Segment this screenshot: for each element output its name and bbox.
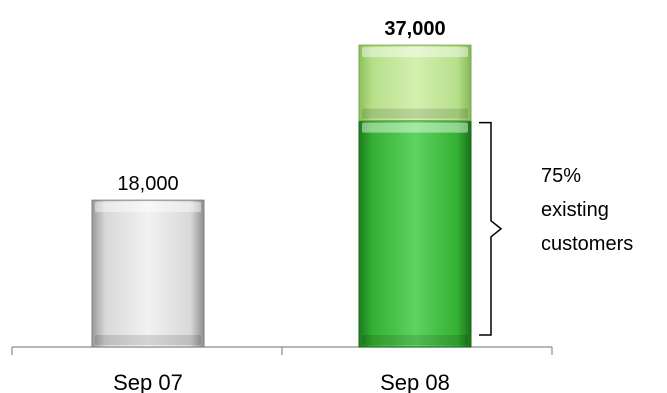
x-tick-label-sep-07: Sep 07 (113, 370, 183, 393)
bar-bevel-shade (362, 335, 468, 345)
x-tick-label-sep-08: Sep 08 (380, 370, 450, 393)
bar-sep-08-existing (358, 120, 472, 348)
bar-bevel-highlight (95, 202, 201, 213)
bar-bevel-shade (362, 108, 468, 119)
bar-sep-08-new (358, 44, 472, 122)
bar-segment (358, 120, 472, 348)
bar-segment (358, 44, 472, 122)
data-label-sep-08: 37,000 (384, 18, 445, 40)
bar-bevel-shade (95, 335, 201, 345)
bar-bevel-highlight (362, 47, 468, 58)
annotation-line-percent: 75% (541, 165, 581, 187)
bar-bevel-highlight (362, 122, 468, 133)
bar-segment (91, 199, 205, 348)
data-label-sep-07: 18,000 (117, 173, 178, 195)
annotation-line-customers: customers (541, 233, 633, 255)
bracket-annotation (479, 121, 503, 336)
bar-sep-07 (91, 199, 205, 348)
annotation-line-existing: existing (541, 199, 609, 221)
